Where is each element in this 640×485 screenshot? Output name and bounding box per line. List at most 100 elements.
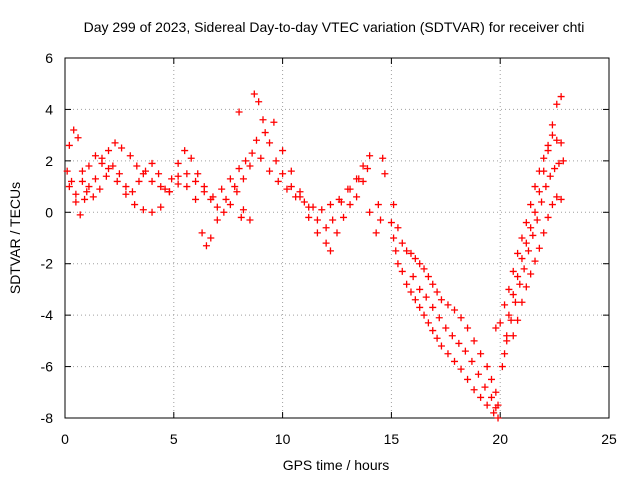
- data-point: [553, 136, 561, 144]
- data-point: [518, 255, 526, 263]
- series-track-c: [65, 90, 389, 255]
- data-point: [503, 337, 511, 345]
- data-point: [231, 183, 239, 191]
- data-point: [287, 183, 295, 191]
- data-point: [429, 303, 437, 311]
- data-point: [235, 165, 243, 173]
- data-point: [377, 216, 385, 224]
- data-point: [246, 216, 254, 224]
- data-point: [126, 152, 134, 160]
- data-point: [470, 337, 478, 345]
- data-point: [326, 247, 334, 255]
- data-point: [553, 193, 561, 201]
- data-point: [455, 339, 463, 347]
- data-point: [444, 301, 452, 309]
- y-axis-label: SDTVAR / TECUs: [7, 182, 23, 294]
- series-track-d: [235, 108, 502, 422]
- data-point: [379, 154, 387, 162]
- data-point: [527, 201, 535, 209]
- data-point: [70, 126, 78, 134]
- data-point: [102, 172, 110, 180]
- data-point: [274, 177, 282, 185]
- data-point: [96, 185, 104, 193]
- data-point: [531, 183, 539, 191]
- data-point: [270, 118, 278, 126]
- y-tick-label: 6: [45, 50, 53, 66]
- data-point: [481, 383, 489, 391]
- data-point: [487, 393, 495, 401]
- data-point: [329, 216, 337, 224]
- data-point: [492, 388, 500, 396]
- data-point: [300, 198, 308, 206]
- data-point: [148, 177, 156, 185]
- data-point: [557, 139, 565, 147]
- data-point: [538, 198, 546, 206]
- data-point: [200, 183, 208, 191]
- data-point: [250, 90, 258, 98]
- data-point: [501, 301, 509, 309]
- data-point: [524, 247, 532, 255]
- data-point: [133, 162, 141, 170]
- data-point: [326, 201, 334, 209]
- data-point: [557, 93, 565, 101]
- data-point: [492, 324, 500, 332]
- data-point: [522, 219, 530, 227]
- data-point: [392, 247, 400, 255]
- data-point: [390, 234, 398, 242]
- series-track-a: [63, 139, 374, 219]
- data-point: [157, 203, 165, 211]
- data-point: [411, 296, 419, 304]
- data-point: [226, 175, 234, 183]
- data-point: [551, 165, 559, 173]
- data-point: [68, 177, 76, 185]
- data-point: [437, 296, 445, 304]
- data-point: [374, 201, 382, 209]
- points-layer: [63, 90, 567, 422]
- data-point: [520, 265, 528, 273]
- data-point: [207, 234, 215, 242]
- data-point: [222, 195, 230, 203]
- data-point: [187, 154, 195, 162]
- series-track-i: [503, 157, 567, 345]
- data-point: [514, 316, 522, 324]
- data-point: [122, 183, 130, 191]
- x-axis-label: GPS time / hours: [283, 457, 390, 473]
- data-point: [279, 147, 287, 155]
- data-point: [416, 285, 424, 293]
- data-point: [283, 185, 291, 193]
- data-point: [424, 319, 432, 327]
- data-point: [109, 162, 117, 170]
- data-point: [535, 244, 543, 252]
- x-tick-label: 5: [170, 431, 178, 447]
- data-point: [527, 224, 535, 232]
- data-point: [246, 162, 254, 170]
- data-point: [165, 188, 173, 196]
- data-point: [142, 167, 150, 175]
- data-point: [76, 211, 84, 219]
- y-tick-label: -4: [41, 307, 54, 323]
- data-point: [83, 188, 91, 196]
- data-point: [416, 303, 424, 311]
- data-point: [409, 273, 417, 281]
- data-point: [194, 170, 202, 178]
- data-point: [233, 188, 241, 196]
- data-point: [518, 234, 526, 242]
- data-point: [237, 213, 245, 221]
- data-point: [318, 206, 326, 214]
- data-point: [424, 273, 432, 281]
- data-point: [559, 157, 567, 165]
- data-point: [81, 195, 89, 203]
- data-point: [457, 365, 465, 373]
- data-point: [85, 183, 93, 191]
- data-point: [437, 342, 445, 350]
- data-point: [464, 324, 472, 332]
- data-point: [444, 350, 452, 358]
- data-point: [72, 198, 80, 206]
- tick-layer: 0 5 10 15 20 25 -8 -6 -4 -2 0 2 4 6: [41, 50, 617, 447]
- data-point: [535, 188, 543, 196]
- data-point: [202, 242, 210, 250]
- data-point: [511, 298, 519, 306]
- data-point: [548, 121, 556, 129]
